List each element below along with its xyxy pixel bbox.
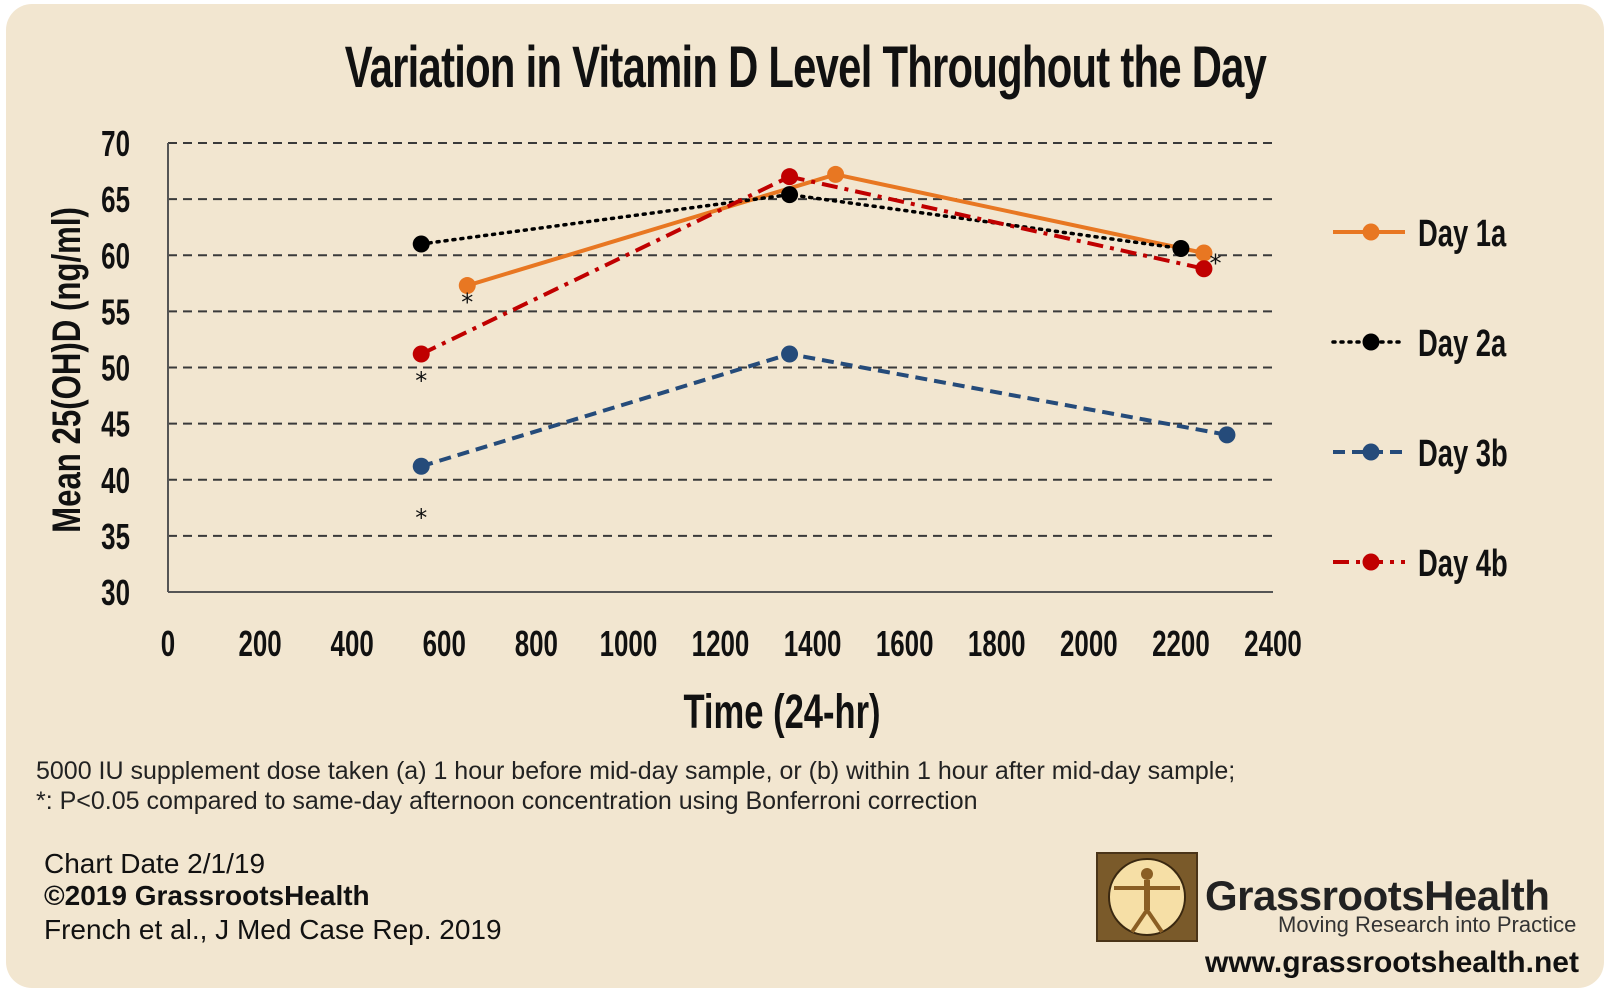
data-point: [412, 235, 430, 253]
y-tick-label: 50: [101, 348, 130, 388]
data-point: [412, 345, 430, 363]
y-tick-label: 35: [101, 517, 130, 557]
data-point: [781, 168, 799, 186]
chart-card: [6, 4, 1604, 988]
x-tick-label: 800: [515, 624, 558, 664]
x-tick-label: 600: [423, 624, 466, 664]
significance-marker: *: [415, 504, 427, 532]
note-line-2: *: P<0.05 compared to same-day afternoon…: [36, 787, 978, 815]
copyright: ©2019 GrassrootsHealth: [44, 880, 370, 911]
logo-name: GrassrootsHealth: [1205, 872, 1550, 919]
data-point: [827, 165, 845, 183]
x-tick-label: 1000: [600, 624, 658, 664]
series-line: [420, 351, 1228, 469]
legend-swatch-marker: [1362, 553, 1380, 571]
y-tick-label: 55: [101, 292, 130, 332]
citation: French et al., J Med Case Rep. 2019: [44, 914, 502, 945]
vitruvian-logo-icon: [1096, 852, 1198, 942]
series-line: [466, 172, 1205, 288]
legend-swatch-marker: [1362, 443, 1380, 461]
note-line-1: 5000 IU supplement dose taken (a) 1 hour…: [36, 757, 1236, 785]
grid-lines: [168, 142, 1273, 537]
x-tick-label: 1800: [968, 624, 1026, 664]
significance-marker: *: [415, 367, 427, 395]
x-tick-label: 400: [331, 624, 374, 664]
chart-title: Variation in Vitamin D Level Throughout …: [344, 35, 1267, 100]
data-point: [781, 345, 799, 363]
x-tick-label: 2000: [1060, 624, 1118, 664]
x-tick-label: 2200: [1152, 624, 1210, 664]
chart-date: Chart Date 2/1/19: [44, 848, 266, 879]
tick-labels: 30 35 40 45 50 55 60 65 70 0 200 400 600 800 1000 1200 1…: [101, 124, 1302, 664]
x-tick-label: 1400: [784, 624, 842, 664]
legend-swatch-marker: [1362, 223, 1380, 241]
y-axis-label: Mean 25(OH)D (ng/ml): [44, 207, 89, 533]
data-point: [1195, 244, 1213, 262]
data-point: [1172, 240, 1190, 258]
y-tick-label: 30: [101, 573, 130, 613]
x-tick-label: 1200: [692, 624, 750, 664]
axes: [167, 143, 1273, 593]
y-tick-label: 70: [101, 124, 130, 164]
series-group: [412, 165, 1236, 475]
series-day-1a: [458, 165, 1213, 295]
legend-swatch-marker: [1362, 333, 1380, 351]
data-point: [1218, 426, 1236, 444]
x-tick-label: 2400: [1244, 624, 1302, 664]
y-tick-label: 60: [101, 236, 130, 276]
significance-marker: *: [1209, 249, 1221, 277]
series-day-2a: [412, 186, 1190, 258]
y-tick-label: 65: [101, 180, 130, 220]
significance-marker: *: [461, 289, 473, 317]
legend: Day 1a Day 2a Day 3b Day 4b: [1331, 213, 1508, 585]
x-tick-label: 200: [238, 624, 281, 664]
series-line: [419, 192, 1183, 251]
series-day-3b: [412, 345, 1236, 475]
y-tick-label: 40: [101, 461, 130, 501]
series-day-4b: [412, 168, 1213, 363]
x-axis-label: Time (24-hr): [683, 684, 880, 738]
website-link[interactable]: www.grassrootshealth.net: [1205, 946, 1579, 979]
data-point: [1195, 260, 1213, 278]
data-point: [412, 457, 430, 475]
data-point: [781, 186, 799, 204]
annotations: * * * *: [415, 249, 1221, 532]
legend-label: Day 4b: [1418, 543, 1508, 585]
x-tick-label: 0: [161, 624, 175, 664]
x-tick-label: 1600: [876, 624, 934, 664]
data-point: [458, 277, 476, 295]
y-tick-label: 45: [101, 404, 130, 444]
legend-label: Day 2a: [1418, 323, 1507, 365]
logo-tagline: Moving Research into Practice: [1278, 912, 1577, 937]
legend-label: Day 3b: [1418, 433, 1508, 475]
legend-label: Day 1a: [1418, 213, 1507, 255]
